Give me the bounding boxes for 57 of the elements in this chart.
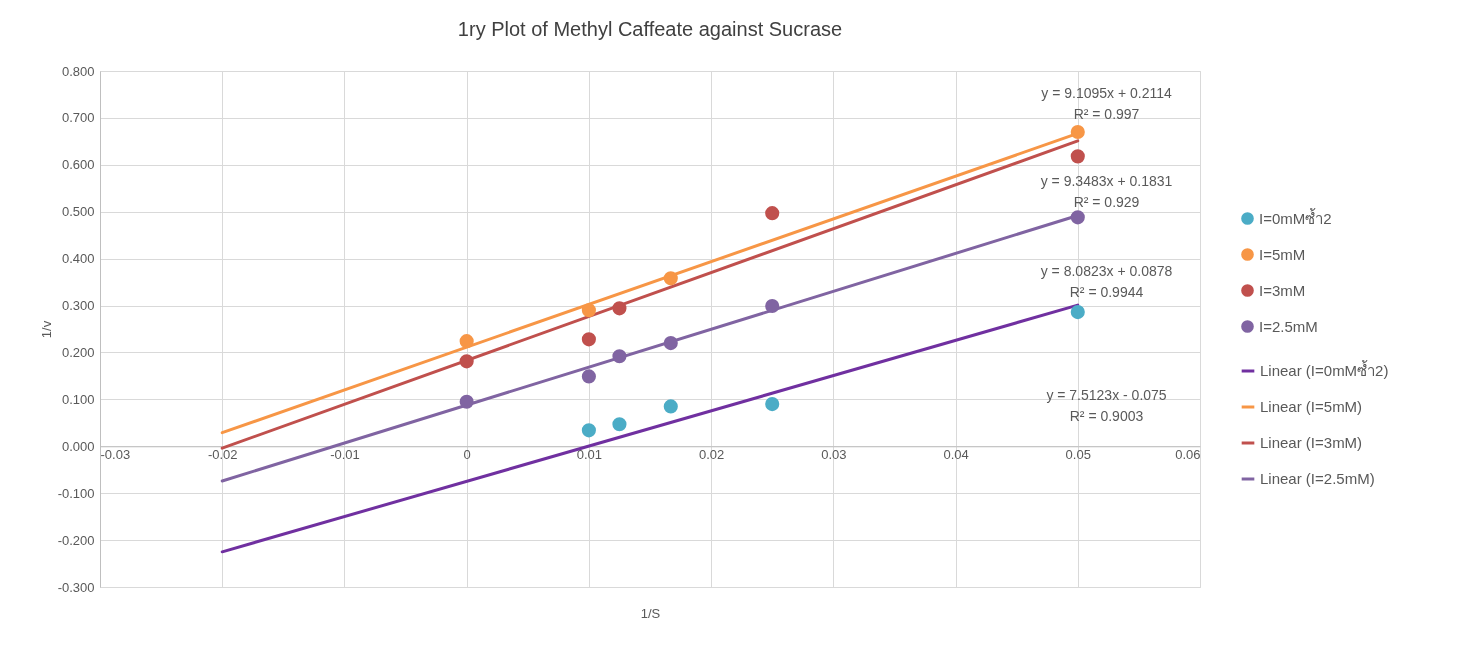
legend-label: Linear (I=3mM) xyxy=(1260,434,1363,451)
y-tick-label: 0.300 xyxy=(61,298,95,314)
point xyxy=(1070,149,1085,164)
point xyxy=(612,301,627,316)
point xyxy=(581,369,596,384)
point xyxy=(765,397,780,412)
point xyxy=(663,271,678,286)
point xyxy=(663,399,678,414)
y-tick-label: 0.600 xyxy=(61,157,95,173)
y-tick-label: 0.000 xyxy=(61,438,95,454)
point xyxy=(765,298,780,314)
y-tick-label: 0.700 xyxy=(61,110,95,126)
y-tick-label: 0.500 xyxy=(61,204,95,220)
x-axis-title: 1/S xyxy=(640,605,661,621)
x-tick-label: 0 xyxy=(463,446,471,462)
point xyxy=(581,303,596,318)
x-tick-label: 0.05 xyxy=(1065,446,1091,462)
y-tick-label: -0.100 xyxy=(57,485,95,501)
point xyxy=(1070,124,1085,140)
legend-label: I=5mM xyxy=(1259,245,1306,263)
x-tick-label: -0.01 xyxy=(330,446,360,462)
point xyxy=(612,417,627,432)
x-tick-label: 0.04 xyxy=(943,446,969,462)
x-tick-label: 0.06 xyxy=(1175,446,1201,462)
legend-label: I=2.5mM xyxy=(1259,317,1318,335)
chart-title: 1ry Plot of Methyl Caffeate against Sucrase xyxy=(457,18,843,40)
point xyxy=(459,334,474,349)
point xyxy=(581,332,596,347)
legend-label: Linear (I=2.5mM) xyxy=(1260,470,1375,487)
annotation: y = 9.3483x + 0.1831 R² = 0.929 xyxy=(1040,172,1173,210)
y-axis-title: 1/v xyxy=(38,320,54,339)
annotation: y = 8.0823x + 0.0878 R² = 0.9944 xyxy=(1040,263,1173,301)
annotation: y = 7.5123x - 0.075 R² = 0.9003 xyxy=(1046,387,1167,425)
annotation: y = 9.1095x + 0.2114 R² = 0.997 xyxy=(1041,85,1172,123)
y-tick-label: 0.100 xyxy=(61,391,95,407)
point xyxy=(581,423,596,438)
y-tick-label: 0.200 xyxy=(61,344,95,360)
x-tick-label: -0.03 xyxy=(100,446,131,462)
point xyxy=(663,336,678,351)
legend-label: I=0mMซ้ำ2 xyxy=(1259,207,1332,227)
x-tick-label: -0.02 xyxy=(207,446,238,462)
point xyxy=(459,394,474,409)
legend-label: Linear (I=5mM) xyxy=(1260,398,1363,415)
y-tick-label: 0.800 xyxy=(61,63,95,79)
legend-label: Linear (I=0mMซ้ำ2) xyxy=(1260,360,1389,379)
y-tick-label: -0.300 xyxy=(57,579,95,595)
point xyxy=(765,206,780,221)
y-tick-label: 0.400 xyxy=(61,251,95,267)
point xyxy=(1070,305,1085,320)
legend-label: I=3mM xyxy=(1259,281,1306,299)
x-tick-label: 0.02 xyxy=(698,446,725,462)
point xyxy=(612,349,627,364)
x-tick-label: 0.03 xyxy=(821,446,847,462)
point xyxy=(1070,210,1085,225)
y-tick-label: -0.200 xyxy=(57,532,95,548)
x-tick-label: 0.01 xyxy=(576,446,603,462)
point xyxy=(459,354,474,369)
